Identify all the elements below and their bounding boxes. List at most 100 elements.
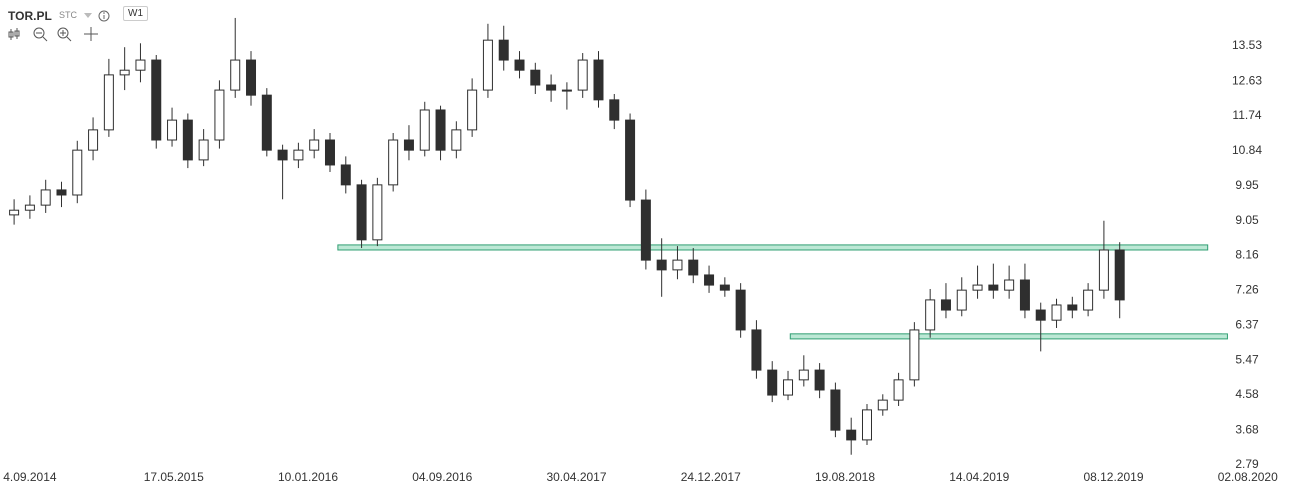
candle-body xyxy=(751,329,762,371)
tool-icons[interactable] xyxy=(8,26,108,44)
candle-body xyxy=(293,149,304,161)
candle-body xyxy=(846,429,857,441)
candle-body xyxy=(451,129,462,151)
candle-body xyxy=(135,59,146,71)
candle-body xyxy=(482,39,493,91)
candle-body xyxy=(783,379,794,396)
candle-body xyxy=(1114,249,1125,301)
candle-body xyxy=(151,59,162,141)
candle-body xyxy=(277,149,288,161)
candle-body xyxy=(356,184,367,241)
candle-body xyxy=(798,369,809,381)
candle-body xyxy=(767,369,778,396)
candle-body xyxy=(1051,304,1062,321)
y-tick-label: 8.16 xyxy=(1235,248,1259,262)
candle-body xyxy=(625,119,636,201)
x-tick-label: 08.12.2019 xyxy=(1083,470,1143,484)
y-tick-label: 4.58 xyxy=(1235,387,1259,401)
candle-body xyxy=(309,139,320,151)
candle-body xyxy=(261,94,272,151)
y-label-bg xyxy=(1222,177,1282,194)
candle-body xyxy=(88,129,99,151)
symbol[interactable]: TOR.PL xyxy=(8,9,52,23)
candle-body xyxy=(656,259,667,271)
candle-body xyxy=(340,164,351,186)
y-label-bg xyxy=(1222,247,1282,264)
candle-body xyxy=(403,139,414,151)
candle-body xyxy=(893,379,904,401)
candle-body xyxy=(1004,279,1015,291)
y-label-bg xyxy=(1222,317,1282,334)
y-label-bg xyxy=(1222,456,1282,473)
candle-body xyxy=(640,199,651,261)
candle-body xyxy=(72,149,83,196)
candle-body xyxy=(419,109,430,151)
candle-body xyxy=(324,139,335,166)
candle-body xyxy=(861,409,872,441)
x-tick-label: 19.08.2018 xyxy=(815,470,875,484)
candle-body xyxy=(1019,279,1030,311)
y-tick-label: 2.79 xyxy=(1235,457,1259,471)
y-label-bg xyxy=(1222,422,1282,439)
x-tick-label: 17.05.2015 xyxy=(144,470,204,484)
y-tick-label: 7.26 xyxy=(1235,283,1259,297)
candle-body xyxy=(925,299,936,331)
y-label-bg xyxy=(1222,107,1282,124)
candle-body xyxy=(435,109,446,151)
candle-body xyxy=(735,289,746,331)
source-icons xyxy=(84,10,110,22)
candle-body xyxy=(577,59,588,91)
y-label-bg xyxy=(1222,142,1282,159)
candle-body xyxy=(956,289,967,311)
candle-body xyxy=(372,184,383,241)
x-tick-label: 30.04.2017 xyxy=(546,470,606,484)
interval[interactable]: W1 xyxy=(123,6,148,21)
candle-body xyxy=(940,299,951,311)
y-tick-label: 9.95 xyxy=(1235,178,1259,192)
candle-body xyxy=(198,139,209,161)
candle-body xyxy=(167,119,178,141)
candle-body xyxy=(24,204,35,211)
candle-body xyxy=(814,369,825,391)
candle-body xyxy=(609,99,620,121)
x-tick-label: 4.09.2014 xyxy=(3,470,57,484)
candle-body xyxy=(972,284,983,291)
candle-body xyxy=(561,89,572,92)
candle-body xyxy=(182,119,193,161)
y-label-bg xyxy=(1222,38,1282,55)
candle-body xyxy=(1035,309,1046,321)
x-tick-label: 10.01.2016 xyxy=(278,470,338,484)
candle-body xyxy=(514,59,525,71)
x-tick-label: 02.08.2020 xyxy=(1218,470,1278,484)
y-tick-label: 6.37 xyxy=(1235,317,1259,331)
candle-body xyxy=(546,84,557,91)
candle-body xyxy=(688,259,699,276)
y-label-bg xyxy=(1222,212,1282,229)
candle-body xyxy=(1098,249,1109,291)
y-label-bg xyxy=(1222,282,1282,299)
y-label-bg xyxy=(1222,352,1282,369)
y-tick-label: 12.63 xyxy=(1232,73,1262,87)
y-tick-label: 11.74 xyxy=(1232,108,1261,122)
y-tick-label: 10.84 xyxy=(1232,143,1262,157)
y-label-bg xyxy=(1222,73,1282,90)
support-zone xyxy=(789,333,1228,340)
y-tick-label: 3.68 xyxy=(1235,422,1259,436)
source[interactable]: STC xyxy=(59,10,77,20)
candle-body xyxy=(246,59,257,96)
candle-body xyxy=(1083,289,1094,311)
candle-body xyxy=(988,284,999,291)
candle-body xyxy=(119,69,130,76)
candle-body xyxy=(719,284,730,291)
y-tick-label: 5.47 xyxy=(1235,353,1259,367)
candle-body xyxy=(40,189,51,206)
candle-body xyxy=(830,389,841,431)
candle-body xyxy=(498,39,509,61)
candle-body xyxy=(877,399,888,411)
y-label-bg xyxy=(1222,387,1282,404)
candle-body xyxy=(9,209,20,216)
y-tick-label: 9.05 xyxy=(1235,213,1259,227)
candle-body xyxy=(1067,304,1078,311)
